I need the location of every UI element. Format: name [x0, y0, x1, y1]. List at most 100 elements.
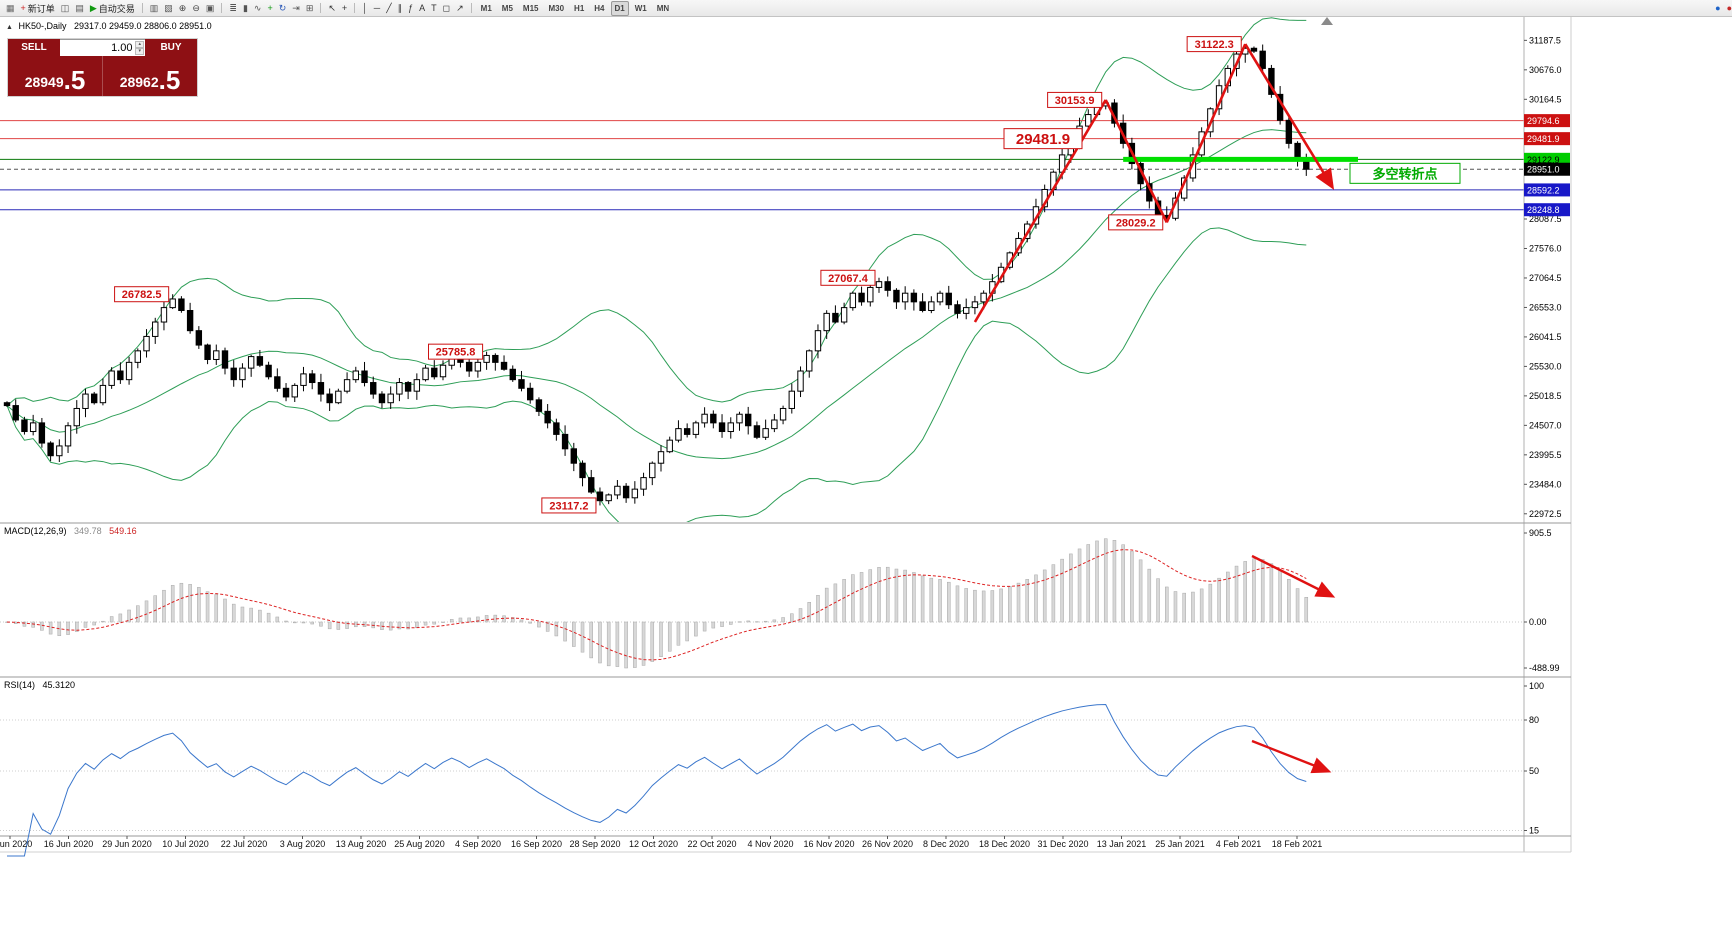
bollinger-middle: [6, 129, 1307, 460]
macd-axis-label: -488.99: [1529, 663, 1560, 673]
timeframe-h1[interactable]: H1: [574, 3, 585, 13]
rsi-indicator-label: RSI(14) 45.3120: [4, 680, 75, 690]
bar-chart-icon[interactable]: ≣: [227, 2, 239, 15]
symbol-name: HK50-,Daily: [18, 21, 67, 31]
toolbar-separator: [320, 3, 322, 13]
trend-lines[interactable]: [973, 43, 1335, 323]
rsi-down-arrow[interactable]: [1251, 739, 1332, 774]
tile-windows-icon[interactable]: ▣: [204, 2, 217, 15]
note-box[interactable]: 多空转折点: [1349, 162, 1461, 184]
sell-price[interactable]: 28949.5: [24, 65, 86, 95]
timeframe-w1[interactable]: W1: [634, 3, 647, 13]
zoom-out-icon[interactable]: ⊖: [190, 2, 202, 15]
price-tick-label: 24507.0: [1529, 420, 1562, 430]
timeframe-m5[interactable]: M5: [501, 3, 513, 13]
new-chart-icon[interactable]: ▦: [4, 2, 17, 15]
annotation-box: [1186, 36, 1242, 53]
trend-arrow: [1244, 43, 1335, 190]
main-toolbar: ▦ + 新订单 ◫ ▤ ▶ 自动交易 ▥ ▧ ⊕ ⊖ ▣ ≣ ▮ ∿ + ↻ ⇥ ⊞ ↖ + │ ─ ╱ ∥ ƒ A T ◻ ↗ M1 M5 M…: [0, 0, 1732, 17]
date-label: 29 Jun 2020: [102, 839, 152, 849]
channel-icon[interactable]: ∥: [396, 2, 405, 15]
candlestick-icon[interactable]: ▮: [241, 2, 250, 15]
trend-line: [1165, 43, 1247, 223]
alert-icon-glyph: ●: [1726, 2, 1732, 13]
alert-icon[interactable]: ●: [1725, 2, 1732, 15]
macd-histogram: [5, 538, 1309, 669]
chart-shift-icon[interactable]: ⇥: [290, 2, 302, 15]
annotation-box: [1003, 128, 1083, 150]
new-order-button[interactable]: + 新订单: [19, 2, 57, 15]
fibonacci-icon[interactable]: ƒ: [406, 2, 415, 15]
buy-price[interactable]: 28962.5: [102, 56, 197, 96]
annotation-text: 23117.2: [549, 500, 588, 512]
crosshair-icon[interactable]: +: [340, 2, 349, 15]
text-icon[interactable]: A: [417, 2, 427, 15]
arrow-tool-icon[interactable]: ↗: [454, 2, 466, 15]
vertical-line-icon[interactable]: │: [360, 2, 370, 15]
volume-input[interactable]: 1.00 ▴ ▾: [60, 39, 145, 56]
annotation-box: [541, 497, 597, 514]
price-tick-label: 26553.0: [1529, 302, 1562, 312]
timeframe-h4[interactable]: H4: [594, 3, 605, 13]
price-tick-label: 27064.5: [1529, 273, 1562, 283]
grid-icon[interactable]: ⊞: [304, 2, 316, 15]
data-window-icon[interactable]: ▥: [148, 2, 161, 15]
horizontal-level-lines[interactable]: [0, 120, 1524, 211]
timeframe-m15[interactable]: M15: [522, 3, 539, 13]
market-watch-icon[interactable]: ▤: [73, 2, 86, 15]
price-tick-label: 26041.5: [1529, 332, 1562, 342]
cursor-icon[interactable]: ↖: [326, 2, 338, 15]
connection-icon[interactable]: ●: [1713, 2, 1722, 15]
price-badge: [1524, 114, 1570, 128]
date-label: 4 Feb 2021: [1216, 839, 1262, 849]
price-annotations[interactable]: 26782.5 25785.8 23117.2 27067.4 30153.9 28029…: [114, 36, 1242, 514]
timeframe-d1[interactable]: D1: [610, 0, 629, 16]
macd-signal-line: [6, 549, 1307, 661]
date-label: 16 Jun 2020: [44, 839, 94, 849]
zoom-in-icon[interactable]: ⊕: [177, 2, 189, 15]
chart-shift-marker[interactable]: [1321, 17, 1333, 25]
line-chart-icon[interactable]: ∿: [252, 2, 264, 15]
navigator-icon[interactable]: ▧: [162, 2, 175, 15]
rsi-panel: 100 80 50 15: [0, 681, 1544, 857]
date-label: 26 Nov 2020: [862, 839, 913, 849]
trendline-icon[interactable]: ╱: [384, 2, 393, 15]
rsi-axis-label: 80: [1529, 715, 1539, 725]
macd-axis-label: 905.5: [1529, 528, 1552, 538]
line-chart-icon-glyph: ∿: [253, 2, 262, 13]
timeframe-mn[interactable]: MN: [656, 3, 670, 13]
panel-separators: [0, 522, 1571, 853]
channel-icon-glyph: ∥: [397, 2, 403, 13]
price-tick-label: 23484.0: [1529, 479, 1562, 489]
volume-down-icon[interactable]: ▾: [135, 48, 144, 55]
main-chart-panel: 26782.5 25785.8 23117.2 27067.4 30153.9 28029…: [0, 17, 1524, 522]
sell-button[interactable]: SELL: [8, 39, 60, 56]
horizontal-line-icon[interactable]: ─: [372, 2, 382, 15]
autotrade-button[interactable]: ▶ 自动交易: [88, 2, 137, 15]
annotation-text: 28029.2: [1116, 217, 1156, 229]
macd-down-arrow[interactable]: [1251, 554, 1336, 598]
vertical-line-icon-glyph: │: [362, 2, 368, 13]
timeframe-m1[interactable]: M1: [480, 3, 492, 13]
date-label: 13 Aug 2020: [336, 839, 387, 849]
date-label: 18 Dec 2020: [979, 839, 1030, 849]
annotation-box: [1108, 214, 1164, 231]
bollinger-bands: [6, 17, 1307, 522]
label-icon[interactable]: T: [429, 2, 439, 15]
shapes-icon[interactable]: ◻: [441, 2, 452, 15]
volume-up-icon[interactable]: ▴: [135, 41, 144, 48]
new-order-button-glyph: +: [20, 2, 26, 13]
date-label: 2 Jun 2020: [0, 839, 32, 849]
annotation-box: [428, 343, 484, 360]
buy-button[interactable]: BUY: [145, 39, 197, 56]
crosshair-icon-glyph: +: [341, 2, 348, 13]
add-indicator-icon[interactable]: +: [265, 2, 274, 15]
timeframe-m30[interactable]: M30: [548, 3, 565, 13]
auto-scroll-icon[interactable]: ↻: [277, 2, 289, 15]
chart-marker-icon: ▲: [6, 24, 13, 31]
chart-windows-icon[interactable]: ◫: [59, 2, 72, 15]
trendline-icon-glyph: ╱: [386, 2, 392, 13]
annotation-box: [114, 286, 170, 303]
date-label: 22 Jul 2020: [221, 839, 268, 849]
